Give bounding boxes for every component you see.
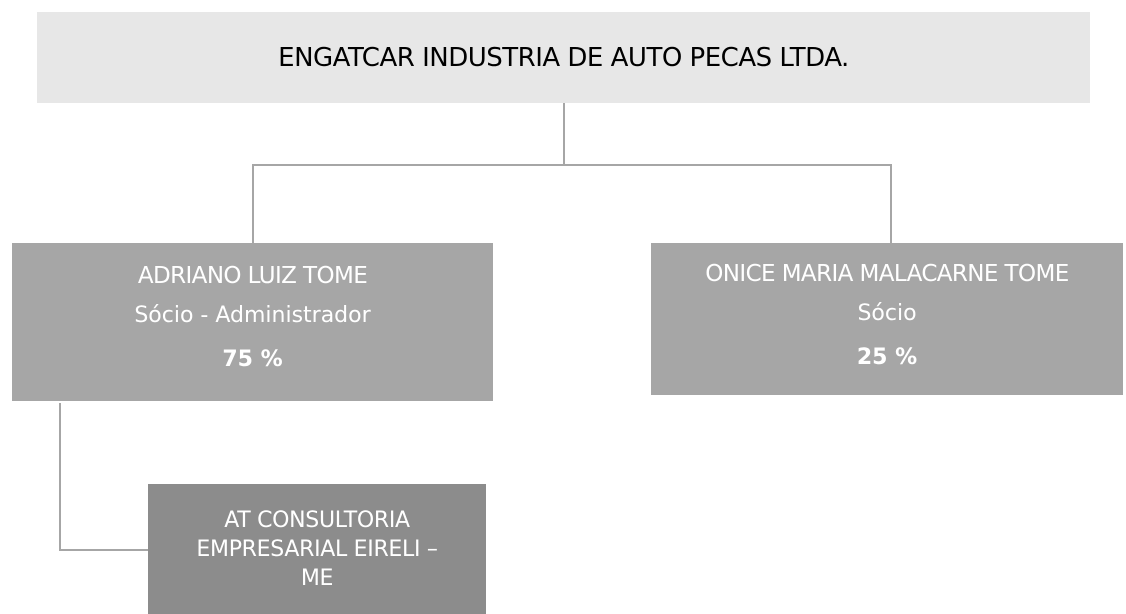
node-share: 25 % (856, 345, 918, 370)
partner-node: ONICE MARIA MALACARNE TOME Sócio 25 % (651, 243, 1123, 395)
partner-node: ADRIANO LUIZ TOME Sócio - Administrador … (12, 243, 493, 401)
node-label-line: EMPRESARIAL EIRELI – (196, 536, 438, 562)
node-label: ADRIANO LUIZ TOME (137, 263, 368, 289)
node-role: Sócio (857, 301, 917, 326)
node-label: ENGATCAR INDUSTRIA DE AUTO PECAS LTDA. (278, 42, 849, 73)
node-label-line: ME (300, 565, 334, 591)
node-label: ONICE MARIA MALACARNE TOME (705, 261, 1069, 287)
connector (59, 403, 148, 551)
root-node: ENGATCAR INDUSTRIA DE AUTO PECAS LTDA. (37, 12, 1090, 103)
subsidiary-node: AT CONSULTORIA EMPRESARIAL EIRELI – ME (148, 484, 486, 614)
node-share: 75 % (222, 347, 283, 372)
node-label-line: AT CONSULTORIA (224, 507, 410, 533)
node-role: Sócio - Administrador (134, 303, 371, 328)
connector (252, 164, 892, 243)
